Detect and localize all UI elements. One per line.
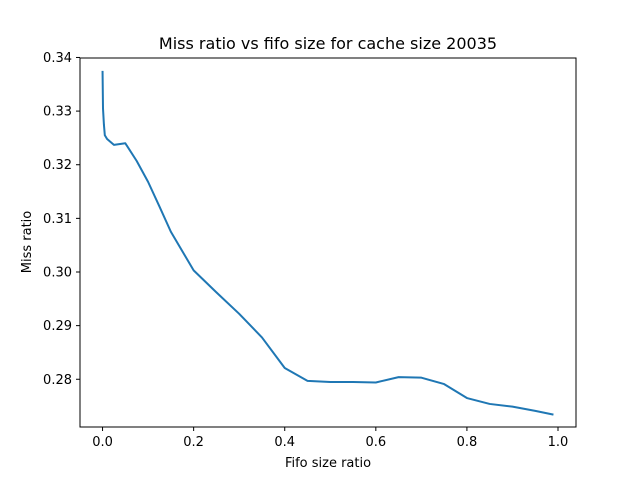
- y-tick-label: 0.30: [43, 265, 72, 280]
- y-tick-label: 0.29: [43, 319, 72, 334]
- y-tick-label: 0.28: [43, 373, 72, 388]
- x-tick-label: 0.0: [92, 435, 113, 450]
- x-axis-label: Fifo size ratio: [285, 456, 371, 471]
- x-tick-label: 0.4: [274, 435, 295, 450]
- y-tick-label: 0.34: [43, 51, 72, 66]
- y-tick-label: 0.32: [43, 158, 72, 173]
- x-tick-label: 0.8: [457, 435, 478, 450]
- y-tick-label: 0.33: [43, 105, 72, 120]
- y-tick-label: 0.31: [43, 212, 72, 227]
- y-axis-label: Miss ratio: [20, 211, 35, 274]
- series-line: [101, 70, 554, 416]
- x-tick-label: 0.6: [365, 435, 386, 450]
- x-axis: 0.0 0.2 0.4 0.6 0.8 1.0: [92, 427, 568, 450]
- chart-title: Miss ratio vs fifo size for cache size 2…: [159, 34, 497, 53]
- x-tick-label: 1.0: [548, 435, 569, 450]
- y-axis: 0.28 0.29 0.30 0.31 0.32 0.33 0.34: [43, 51, 80, 388]
- x-tick-label: 0.2: [183, 435, 204, 450]
- plot-frame: [79, 57, 577, 428]
